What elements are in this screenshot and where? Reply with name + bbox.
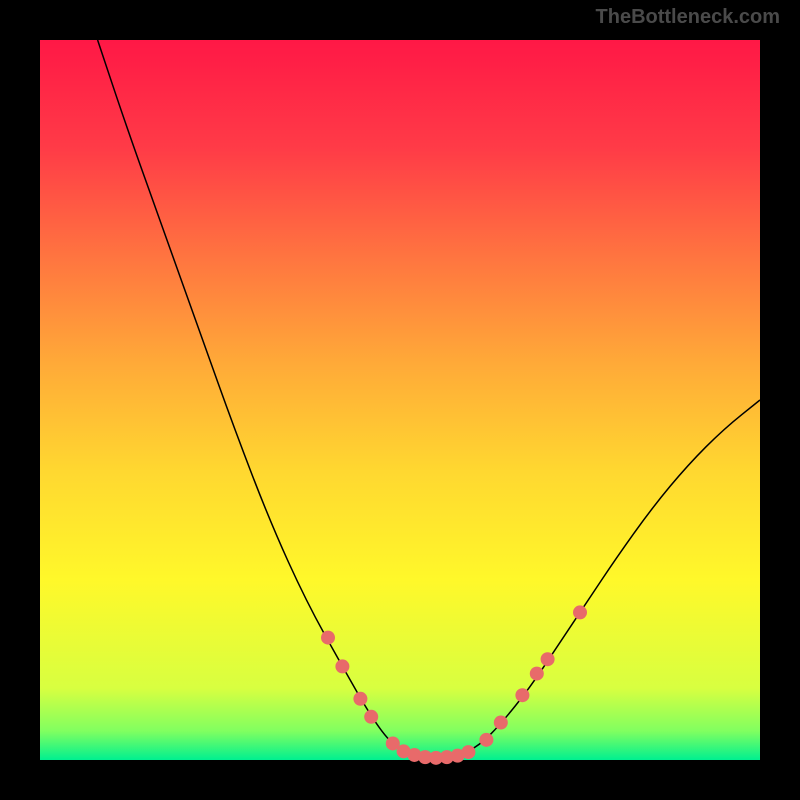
chart-container: TheBottleneck.com — [0, 0, 800, 800]
bottleneck-chart — [0, 0, 800, 800]
watermark-text: TheBottleneck.com — [596, 6, 780, 29]
